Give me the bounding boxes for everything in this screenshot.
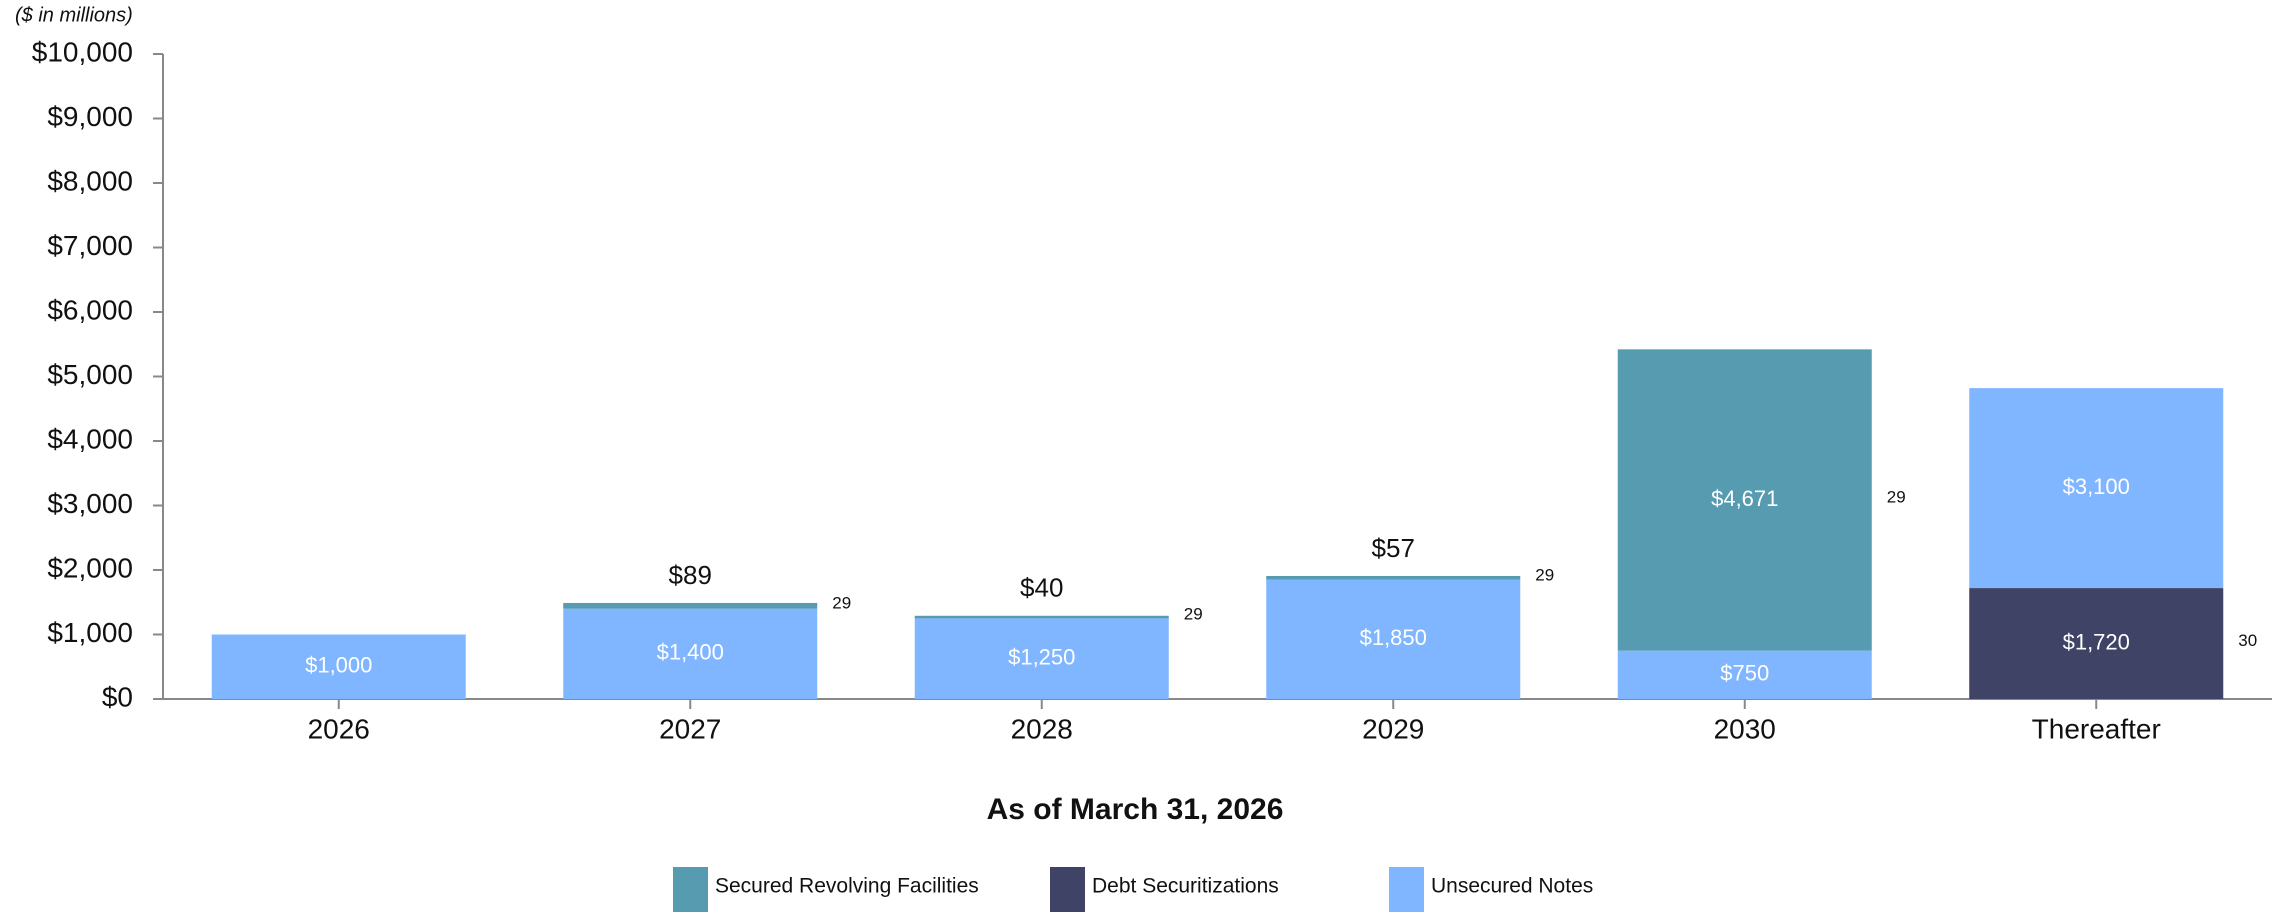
bar-segment — [1617, 650, 1872, 699]
bar-segment — [211, 634, 466, 699]
legend-swatch — [1389, 867, 1424, 912]
value-label: $89 — [669, 560, 712, 590]
legend-label: Secured Revolving Facilities — [715, 875, 979, 898]
x-tick-label: 2027 — [659, 713, 721, 744]
footnote: 29 — [1184, 605, 1203, 624]
value-label: $4,671 — [1711, 486, 1778, 511]
bar-segment — [563, 608, 818, 699]
value-label: $1,850 — [1360, 625, 1427, 650]
y-tick-label: $1,000 — [47, 617, 133, 648]
legend-swatch — [1050, 867, 1085, 912]
y-tick-label: $3,000 — [47, 488, 133, 519]
y-tick-label: $9,000 — [47, 101, 133, 132]
y-tick-label: $6,000 — [47, 294, 133, 325]
y-tick-label: $2,000 — [47, 552, 133, 583]
bar-segment — [1266, 575, 1521, 580]
x-tick-label: Thereafter — [2032, 713, 2161, 744]
y-tick-label: $0 — [102, 681, 133, 712]
legend-swatch — [673, 867, 708, 912]
value-label: $750 — [1720, 661, 1769, 686]
bar-segment — [1969, 388, 2224, 589]
legend-label: Debt Securitizations — [1092, 875, 1279, 898]
value-label: $1,400 — [657, 640, 724, 665]
value-label: $1,000 — [305, 653, 372, 678]
x-tick-label: 2030 — [1714, 713, 1776, 744]
y-tick-label: $7,000 — [47, 230, 133, 261]
y-tick-label: $4,000 — [47, 423, 133, 454]
bar-segment — [1266, 579, 1521, 699]
footnote: 30 — [2238, 631, 2257, 650]
y-tick-label: $8,000 — [47, 165, 133, 196]
bar-segment — [1617, 349, 1872, 651]
value-label: $1,250 — [1008, 645, 1075, 670]
footnote: 29 — [1887, 487, 1906, 506]
value-label: $57 — [1372, 533, 1415, 563]
value-label: $40 — [1020, 573, 1063, 603]
bar-segment — [914, 618, 1169, 699]
legend-label: Unsecured Notes — [1431, 875, 1593, 898]
x-axis-title: As of March 31, 2026 — [987, 793, 1284, 826]
bar-segment — [563, 602, 818, 609]
y-tick-label: $10,000 — [32, 36, 133, 67]
bar-segment — [1969, 588, 2224, 699]
footnote: 29 — [832, 593, 851, 612]
value-label: $1,720 — [2063, 629, 2130, 654]
x-tick-label: 2028 — [1011, 713, 1073, 744]
bar-segment — [914, 615, 1169, 619]
x-tick-label: 2029 — [1362, 713, 1424, 744]
x-tick-label: 2026 — [308, 713, 370, 744]
y-tick-label: $5,000 — [47, 359, 133, 390]
y-axis-title: ($ in millions) — [15, 4, 133, 26]
footnote: 29 — [1535, 565, 1554, 584]
value-label: $3,100 — [2063, 474, 2130, 499]
